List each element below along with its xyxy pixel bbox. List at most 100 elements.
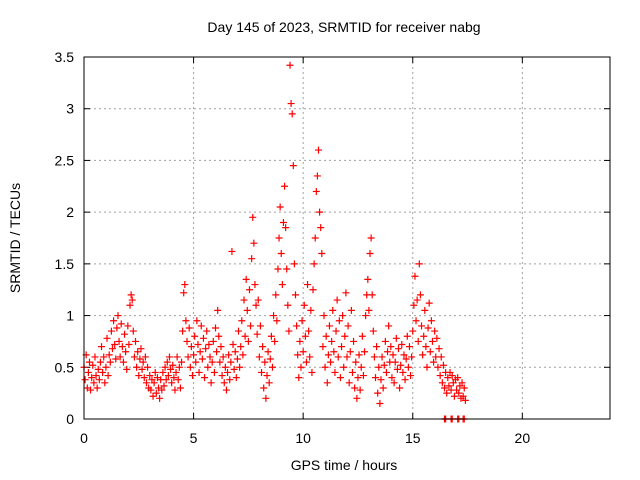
data-point <box>334 353 342 361</box>
data-point <box>252 301 260 309</box>
data-point <box>208 358 216 366</box>
data-point <box>173 353 181 361</box>
y-tick-label: 1 <box>66 308 74 324</box>
data-point <box>390 379 398 387</box>
data-point <box>399 368 407 376</box>
data-point <box>285 327 293 335</box>
data-point <box>378 353 386 361</box>
data-point <box>330 348 338 356</box>
data-point <box>362 312 370 320</box>
data-point <box>87 386 95 394</box>
chart-title: Day 145 of 2023, SRMTID for receiver nab… <box>207 19 480 35</box>
data-point <box>205 341 213 349</box>
data-point <box>212 324 219 332</box>
data-point <box>313 172 321 180</box>
data-point <box>185 324 193 332</box>
data-point <box>193 317 201 325</box>
data-point <box>243 306 251 314</box>
data-point <box>454 374 462 382</box>
x-axis-label: GPS time / hours <box>291 457 398 473</box>
x-tick-label: 20 <box>515 430 531 446</box>
data-point <box>438 379 446 387</box>
data-point <box>262 394 270 402</box>
data-point <box>293 322 301 330</box>
data-point <box>268 363 276 371</box>
y-tick-label: 2.5 <box>55 152 75 168</box>
data-point <box>317 224 325 232</box>
data-point <box>214 306 222 314</box>
data-point <box>202 345 210 353</box>
data-point <box>137 345 145 353</box>
data-point <box>286 61 294 69</box>
data-point <box>126 301 134 309</box>
data-point <box>96 358 104 366</box>
data-point <box>396 384 404 392</box>
data-point <box>221 363 229 371</box>
data-point <box>93 384 101 392</box>
data-point <box>135 372 143 380</box>
data-point <box>338 343 346 351</box>
data-point <box>420 332 428 340</box>
data-point <box>162 376 170 384</box>
data-point <box>404 363 412 371</box>
data-point <box>98 343 106 351</box>
data-point <box>172 368 180 376</box>
data-point <box>403 332 411 340</box>
data-point <box>273 317 281 325</box>
data-point <box>258 368 266 376</box>
data-point <box>186 363 194 371</box>
data-point <box>319 343 327 351</box>
data-point <box>416 291 424 299</box>
data-point <box>255 353 263 361</box>
data-point <box>339 312 347 320</box>
data-point <box>88 374 96 382</box>
data-point <box>209 337 217 345</box>
data-point <box>289 162 297 170</box>
data-point <box>322 332 330 340</box>
data-point <box>127 291 135 299</box>
data-point <box>352 358 360 366</box>
data-point <box>375 363 383 371</box>
data-point <box>134 348 142 356</box>
data-point <box>350 337 358 345</box>
data-point <box>81 376 89 384</box>
data-point <box>342 289 350 297</box>
ticks: 0 0.5 1 1.5 2 2.5 3 3.5 0 5 10 15 20 <box>55 49 610 446</box>
data-point <box>441 384 449 392</box>
data-point <box>357 363 365 371</box>
data-point <box>333 296 341 304</box>
data-point <box>224 368 232 376</box>
data-point <box>187 343 195 351</box>
data-point <box>290 260 298 268</box>
data-point <box>219 353 227 361</box>
data-point <box>298 317 306 325</box>
y-tick-label: 1.5 <box>55 256 75 272</box>
data-point <box>128 296 136 304</box>
data-point <box>113 324 121 332</box>
data-point <box>297 363 305 371</box>
data-point <box>112 355 120 363</box>
data-point <box>288 110 296 118</box>
data-point <box>307 306 315 314</box>
data-point <box>178 358 186 366</box>
data-point <box>323 379 331 387</box>
data-points <box>80 61 469 423</box>
x-tick-label: 5 <box>190 430 198 446</box>
data-point <box>164 372 172 380</box>
data-point <box>328 337 336 345</box>
data-point <box>433 334 441 342</box>
data-point <box>136 355 144 363</box>
data-point <box>183 337 191 345</box>
data-point <box>203 327 211 335</box>
data-point <box>364 275 372 283</box>
data-point <box>391 358 399 366</box>
data-point <box>329 306 337 314</box>
data-point <box>410 301 418 309</box>
data-point <box>218 372 226 380</box>
data-point <box>103 334 111 342</box>
data-point <box>419 351 427 359</box>
data-point <box>115 337 123 345</box>
data-point <box>188 372 196 380</box>
y-tick-label: 2 <box>66 204 74 220</box>
data-point <box>353 394 361 402</box>
